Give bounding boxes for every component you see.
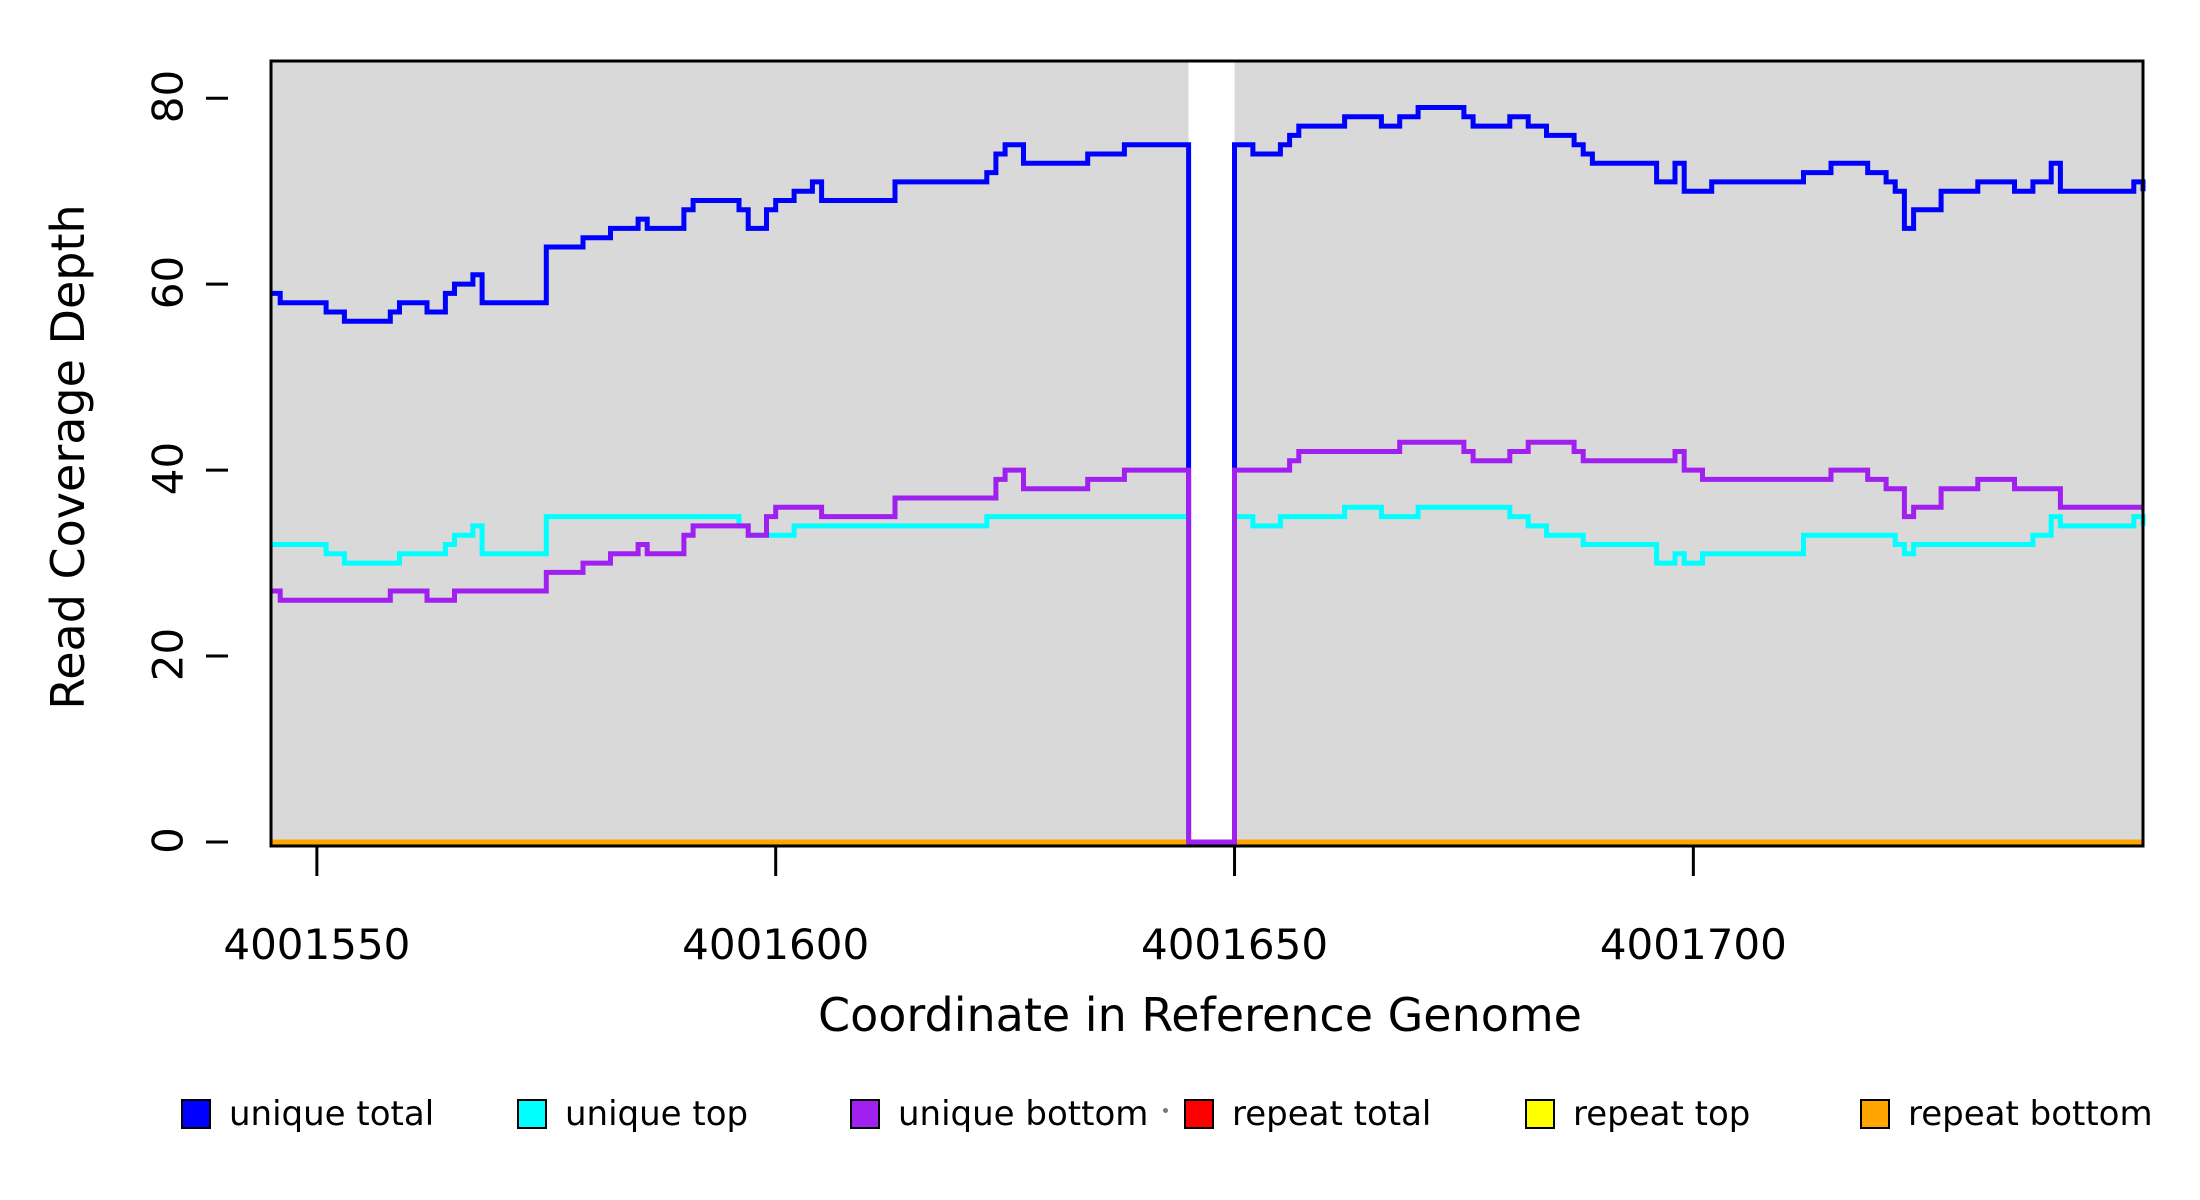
y-tick-label: 40	[143, 441, 193, 496]
plot-box	[269, 59, 2145, 848]
x-axis-label-text: Coordinate in Reference Genome	[818, 988, 1582, 1042]
y-tick-label: 60	[143, 255, 193, 310]
series-line-unique-top	[271, 504, 2146, 845]
coverage-gap	[1188, 61, 1235, 846]
x-tick-label: 4001600	[682, 920, 870, 969]
legend-swatch-unique-total	[181, 1099, 211, 1129]
x-tick-label: 4001700	[1599, 920, 1787, 969]
coverage-background-left	[271, 61, 1189, 846]
legend-swatch-repeat-total	[1184, 1099, 1214, 1129]
legend-label: repeat bottom	[1908, 1094, 2153, 1134]
legend-swatch-unique-bottom	[850, 1099, 880, 1129]
series-line-unique-total	[271, 105, 2146, 845]
legend-swatch-unique-top	[517, 1099, 547, 1129]
legend-label: repeat total	[1232, 1094, 1432, 1134]
legend-item-unique-total: unique total	[181, 1092, 434, 1136]
legend-swatch-repeat-top	[1525, 1099, 1555, 1129]
legend: unique total unique top unique bottom repea…	[0, 1092, 2200, 1152]
legend-label: unique bottom	[898, 1094, 1149, 1134]
x-tick-label: 4001650	[1140, 920, 1329, 969]
legend-item-repeat-top: repeat top	[1525, 1092, 1750, 1136]
y-axis-label-text: Read Coverage Depth	[41, 204, 95, 710]
stray-dot	[1163, 1108, 1168, 1113]
y-tick-label: 80	[143, 69, 193, 124]
legend-label: unique top	[565, 1094, 749, 1134]
legend-label: unique total	[229, 1094, 435, 1134]
x-tick-label: 4001550	[223, 920, 411, 969]
legend-item-unique-bottom: unique bottom	[850, 1092, 1148, 1136]
legend-label: repeat top	[1573, 1094, 1751, 1134]
legend-item-repeat-bottom: repeat bottom	[1860, 1092, 2153, 1136]
series-line-unique-bottom	[271, 439, 2143, 845]
legend-swatch-repeat-bottom	[1860, 1099, 1890, 1129]
y-tick-label: 0	[143, 827, 193, 854]
y-axis-label: Read Coverage Depth	[41, 7, 95, 907]
y-tick-label: 20	[143, 627, 193, 682]
x-axis-label: Coordinate in Reference Genome	[0, 988, 2200, 1042]
legend-item-repeat-total: repeat total	[1184, 1092, 1431, 1136]
legend-item-unique-top: unique top	[517, 1092, 748, 1136]
